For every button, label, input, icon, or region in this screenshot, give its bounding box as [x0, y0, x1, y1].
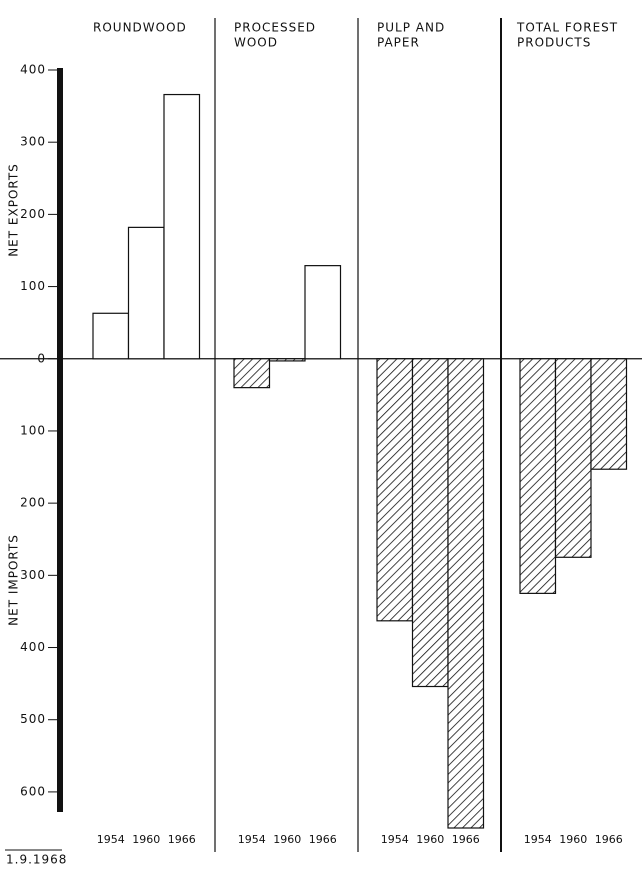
x-tick-label: 1954: [524, 833, 552, 846]
panel-title: PROCESSED: [234, 21, 316, 35]
bar: [376, 358, 414, 622]
x-tick-label: 1966: [168, 833, 196, 846]
bar: [447, 358, 485, 829]
y-tick-label: 300: [20, 568, 46, 582]
panel-title: ROUNDWOOD: [93, 21, 187, 35]
panel-title: PULP AND: [377, 21, 445, 35]
bar: [268, 358, 306, 362]
bar: [127, 226, 165, 360]
y-tick-label: 500: [20, 712, 46, 726]
bar: [554, 358, 592, 558]
bar: [590, 358, 628, 470]
x-tick-label: 1960: [559, 833, 587, 846]
y-tick-label: 400: [20, 640, 46, 654]
x-tick-label: 1954: [97, 833, 125, 846]
panel-title: PAPER: [377, 36, 420, 50]
bar: [92, 312, 130, 360]
bar: [163, 93, 201, 360]
y-tick-label: 300: [20, 135, 46, 149]
y-tick-label: 100: [20, 423, 46, 437]
panel-title: TOTAL FOREST: [516, 21, 618, 35]
x-tick-label: 1966: [595, 833, 623, 846]
bar: [233, 358, 271, 389]
x-tick-label: 1966: [452, 833, 480, 846]
x-tick-label: 1960: [273, 833, 301, 846]
bar: [411, 358, 449, 688]
y-label: NET EXPORTS: [7, 163, 21, 257]
x-tick-label: 1966: [309, 833, 337, 846]
x-tick-label: 1954: [238, 833, 266, 846]
y-tick-label: 400: [20, 63, 46, 77]
y-tick-label: 200: [20, 207, 46, 221]
y-label: NET IMPORTS: [7, 534, 21, 626]
axis-bar: [57, 68, 63, 812]
y-tick-label: 100: [20, 279, 46, 293]
y-tick-label: 200: [20, 496, 46, 510]
x-tick-label: 1960: [132, 833, 160, 846]
bar: [519, 358, 557, 594]
y-tick-label: 0: [37, 351, 46, 365]
date: 1.9.1968: [6, 853, 67, 867]
x-tick-label: 1960: [416, 833, 444, 846]
bar: [304, 265, 342, 360]
y-tick-label: 600: [20, 784, 46, 798]
panel-title: WOOD: [234, 36, 278, 50]
panel-title: PRODUCTS: [517, 36, 591, 50]
x-tick-label: 1954: [381, 833, 409, 846]
